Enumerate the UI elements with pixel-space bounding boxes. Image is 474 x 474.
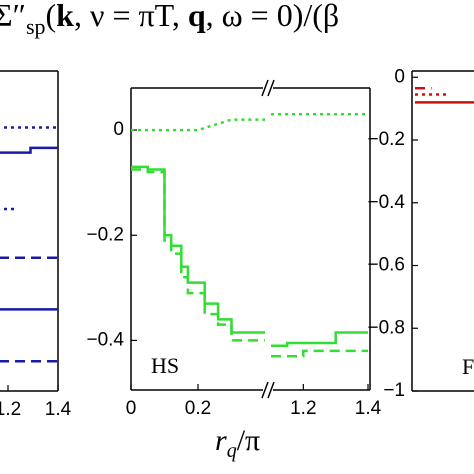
title-part: ( (46, 0, 57, 33)
y-tick-label: −0.6 (367, 255, 405, 276)
y-tick-label: 0 (113, 119, 124, 140)
title-part: sp (26, 14, 46, 39)
axis-break-mark (267, 381, 275, 399)
x-tick-label: 1.4 (355, 398, 382, 419)
title-part: , ω = 0)/(β (206, 0, 340, 33)
x-axis-label: rq/π (215, 424, 260, 462)
x-tick-label: 1.2 (0, 399, 21, 420)
panel-annotation: HS (151, 353, 179, 378)
series-line (131, 168, 368, 358)
x-tick-label: 1.4 (45, 399, 72, 420)
axis-break-gap (263, 384, 273, 396)
series-line (131, 113, 368, 132)
y-tick-label: −0.4 (86, 329, 124, 350)
y-tick-label: −1 (383, 380, 405, 401)
x-label-part: q (227, 440, 237, 462)
axis-break-mark (261, 381, 269, 399)
y-tick-label: 0 (394, 66, 405, 87)
title-part: Σ″ (0, 0, 26, 33)
figure-title: Σ″sp(k, ν = πT, q, ω = 0)/(β (0, 0, 339, 39)
title-part: q (188, 0, 206, 33)
series-line (131, 165, 368, 347)
x-label-part: r (215, 424, 227, 457)
x-label-part: /π (237, 424, 260, 457)
axis-break-mark (261, 79, 269, 97)
y-tick-label: −0.2 (367, 129, 405, 150)
axis-break-gap (263, 82, 273, 94)
panel-annotation: F (462, 354, 474, 379)
y-tick-label: −0.2 (86, 224, 124, 245)
x-tick-label: 0 (126, 398, 137, 419)
x-tick-label: 0.2 (185, 398, 211, 419)
axis-break-mark (267, 79, 275, 97)
title-part: k (56, 0, 74, 33)
y-tick-label: −0.8 (367, 317, 405, 338)
y-tick-label: −0.4 (367, 192, 405, 213)
x-tick-label: 1.2 (290, 398, 316, 419)
series-line (0, 146, 58, 154)
title-part: , ν = πT, (74, 0, 188, 33)
